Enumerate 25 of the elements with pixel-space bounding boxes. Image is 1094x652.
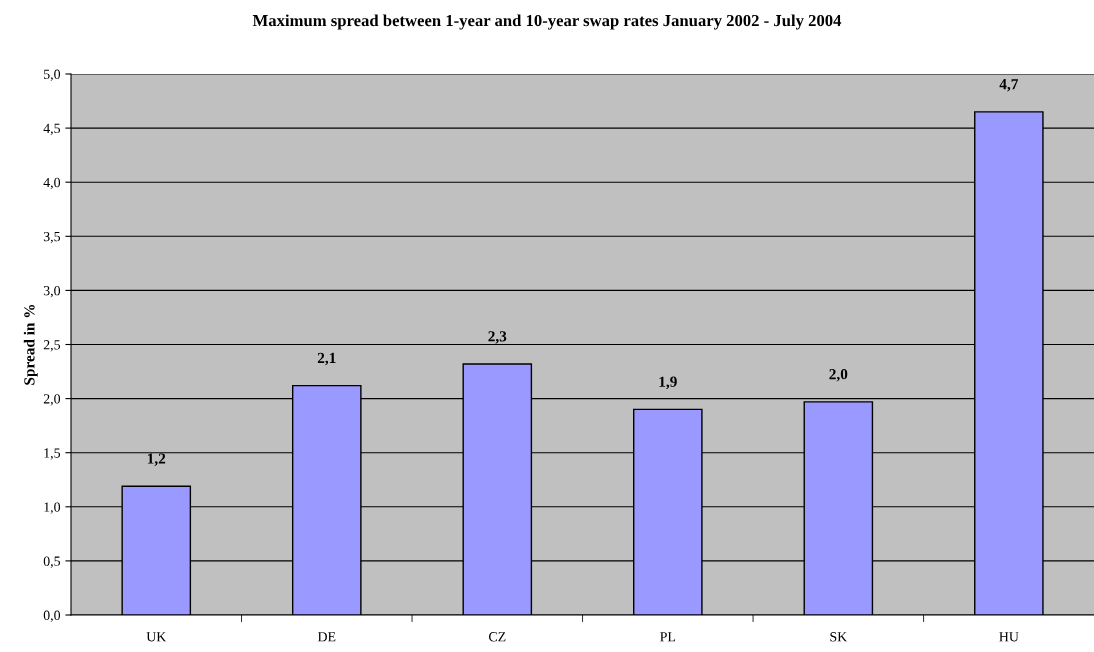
y-tick-label: 3,0: [43, 285, 61, 298]
x-tick-label: CZ: [488, 632, 506, 642]
y-tick-label: 0,5: [43, 556, 61, 568]
y-tick-label: 4,0: [43, 177, 61, 190]
data-label: 2,0: [829, 368, 848, 382]
data-label: 1,9: [659, 376, 677, 390]
data-label: 4,7: [999, 79, 1019, 92]
y-tick-label: 1,0: [44, 502, 61, 514]
x-tick-label: SK: [830, 632, 848, 642]
chart-title: Maximum spread between 1-year and 10-year swap rates January 2002 - July 2004: [252, 14, 842, 30]
y-tick-label: 3,5: [43, 231, 61, 244]
y-axis-title: Spread in %: [23, 304, 38, 385]
x-tick-label: PL: [660, 632, 676, 642]
y-tick-label: 2,5: [43, 340, 61, 352]
y-tick-label: 4,5: [43, 123, 61, 136]
data-label: 2,1: [317, 352, 336, 366]
x-tick-label: UK: [146, 632, 167, 642]
data-label: 2,3: [488, 331, 507, 344]
x-tick-label: HU: [999, 632, 1019, 642]
y-tick-label: 1,5: [44, 448, 61, 460]
x-tick-label: DE: [317, 632, 336, 642]
data-label: 1,2: [147, 453, 166, 466]
y-tick-label: 5,0: [44, 69, 61, 81]
y-tick-label: 2,0: [43, 394, 61, 406]
y-tick-label: 0,0: [43, 610, 61, 622]
